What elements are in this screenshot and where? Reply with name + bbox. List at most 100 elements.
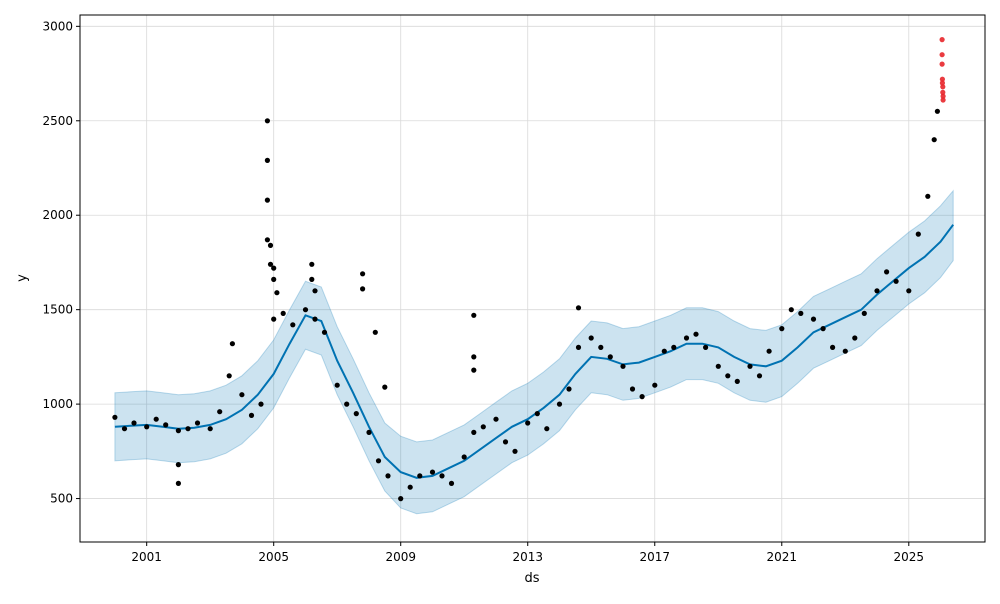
actual-point xyxy=(566,386,572,392)
actual-point xyxy=(264,157,270,163)
actual-point xyxy=(207,426,213,432)
x-tick-label: 2021 xyxy=(766,550,797,564)
x-tick-label: 2013 xyxy=(512,550,543,564)
y-tick-label: 500 xyxy=(50,492,73,506)
y-tick-label: 2500 xyxy=(42,114,73,128)
actual-point xyxy=(271,265,277,271)
actual-point xyxy=(153,416,159,422)
outlier-point xyxy=(939,52,945,58)
actual-point xyxy=(372,329,378,335)
actual-point xyxy=(229,341,235,347)
actual-point xyxy=(312,316,318,322)
x-axis-label: ds xyxy=(524,571,539,586)
actual-point xyxy=(121,426,128,432)
actual-point xyxy=(874,288,880,294)
plot-frame xyxy=(79,14,986,543)
actual-point xyxy=(471,354,477,360)
actual-point xyxy=(820,326,826,332)
actual-point xyxy=(934,108,941,114)
actual-point xyxy=(639,394,645,400)
actual-point xyxy=(417,473,423,479)
actual-point xyxy=(715,363,721,369)
outlier-point xyxy=(940,97,946,103)
uncertainty-band-area xyxy=(114,189,954,515)
x-tick-label: 2009 xyxy=(385,550,416,564)
actual-point xyxy=(175,480,181,486)
actual-point xyxy=(448,480,455,486)
actual-point xyxy=(893,278,899,284)
actual-point xyxy=(264,197,270,203)
actual-point xyxy=(264,237,270,243)
actual-point xyxy=(407,484,413,490)
actual-point xyxy=(766,348,772,354)
actual-point xyxy=(830,344,836,350)
actual-point xyxy=(810,316,817,322)
actual-point xyxy=(480,424,486,430)
actual-point xyxy=(779,326,785,332)
actual-point xyxy=(575,305,582,311)
actual-point xyxy=(512,448,518,454)
actual-point xyxy=(175,462,181,468)
actual-point xyxy=(861,310,867,316)
actual-point xyxy=(112,414,118,420)
y-axis-label: y xyxy=(15,274,30,282)
actual-point xyxy=(258,401,264,407)
actual-point xyxy=(217,409,223,415)
outlier-points-group xyxy=(939,37,946,103)
actual-point xyxy=(852,335,858,341)
actual-point xyxy=(798,310,804,316)
actual-point xyxy=(264,118,270,124)
actual-point xyxy=(398,496,404,502)
actual-point xyxy=(344,401,350,407)
actual-point xyxy=(360,286,366,292)
actual-point xyxy=(226,373,232,379)
actual-point xyxy=(693,331,699,337)
actual-point xyxy=(175,428,181,434)
actual-point xyxy=(471,312,477,318)
actual-point xyxy=(461,454,467,460)
outlier-point xyxy=(939,80,946,86)
actual-point xyxy=(661,348,667,354)
outlier-point xyxy=(939,76,946,82)
actual-point xyxy=(382,384,388,390)
actual-point xyxy=(385,473,391,479)
actual-point xyxy=(185,426,191,432)
actual-point xyxy=(884,269,890,275)
actual-points-group xyxy=(112,108,941,502)
actual-point xyxy=(274,290,280,296)
actual-point xyxy=(267,242,274,248)
actual-point xyxy=(334,382,340,388)
actual-point xyxy=(525,420,531,426)
actual-point xyxy=(267,261,274,267)
x-tick-label: 2001 xyxy=(131,550,162,564)
x-axis: 2001 2005 2009 2013 2017 2021 2025 xyxy=(131,542,924,564)
actual-point xyxy=(321,329,328,335)
actual-point xyxy=(671,344,677,350)
y-tick-label: 2000 xyxy=(42,208,73,222)
outlier-point xyxy=(940,93,946,99)
actual-point xyxy=(248,412,255,418)
actual-point xyxy=(607,354,613,360)
actual-point xyxy=(144,424,150,430)
actual-point xyxy=(493,416,499,422)
actual-point xyxy=(931,137,937,143)
actual-point xyxy=(652,382,658,388)
x-tick-label: 2005 xyxy=(258,550,289,564)
actual-point xyxy=(366,429,372,435)
outlier-point xyxy=(939,61,945,67)
actual-point xyxy=(309,261,315,267)
y-axis: 500 1000 1500 2000 2500 3000 xyxy=(42,19,80,506)
actual-point xyxy=(309,276,315,282)
actual-point xyxy=(271,276,277,282)
uncertainty-band xyxy=(114,189,954,515)
actual-point xyxy=(312,288,318,294)
x-tick-label: 2017 xyxy=(639,550,670,564)
actual-point xyxy=(747,363,753,369)
outlier-point xyxy=(940,84,946,90)
grid xyxy=(80,15,985,542)
outlier-point xyxy=(939,37,945,43)
actual-point xyxy=(502,439,509,445)
actual-point xyxy=(360,271,366,277)
actual-point xyxy=(375,458,382,464)
